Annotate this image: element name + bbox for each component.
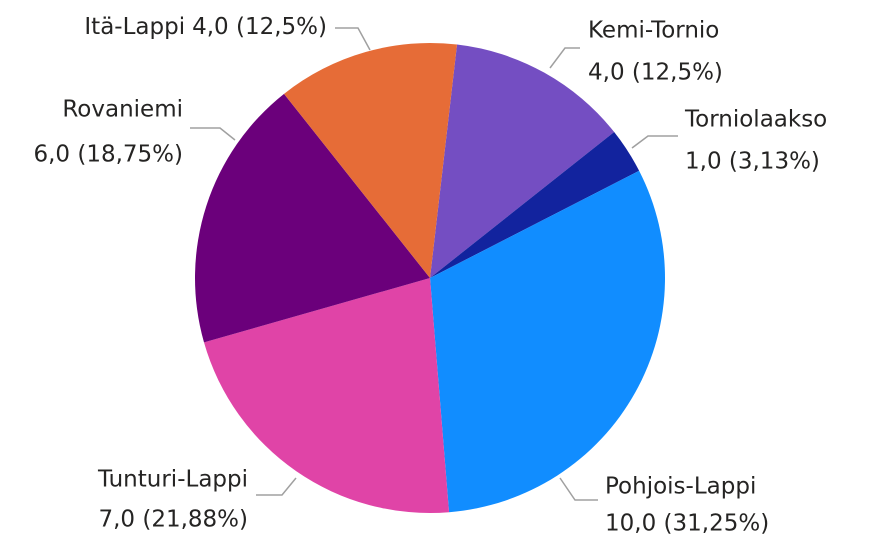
label-name: Itä-Lappi: [84, 14, 185, 40]
label-name: Pohjois-Lappi: [605, 474, 756, 500]
pie-slice: [195, 93, 430, 343]
label-value: 7,0 (21,88%): [98, 507, 248, 533]
label-value: 4,0 (12,5%): [588, 60, 723, 86]
data-label: Itä-Lappi 4,0 (12,5%): [84, 14, 327, 40]
label-name: Tunturi-Lappi: [97, 467, 248, 493]
leader-line: [256, 477, 297, 496]
label-value: 10,0 (31,25%): [605, 511, 769, 537]
label-value: 6,0 (18,75%): [33, 142, 183, 168]
pie-slice: [284, 42, 458, 278]
leader-line: [335, 27, 371, 51]
label-name: Torniolaakso: [684, 107, 827, 133]
leader-line: [631, 135, 678, 149]
pie-slice: [430, 132, 640, 278]
pie-slice: [203, 278, 450, 513]
label-value: 1,0 (3,13%): [685, 149, 820, 175]
label-value: 4,0 (12,5%): [192, 14, 327, 40]
label-name: Rovaniemi: [62, 97, 183, 123]
pie-slice: [430, 170, 665, 513]
leader-line: [549, 47, 580, 69]
leader-line: [559, 477, 598, 501]
leader-line: [190, 127, 236, 141]
label-name: Kemi-Tornio: [588, 18, 719, 44]
pie-slice: [430, 44, 615, 278]
